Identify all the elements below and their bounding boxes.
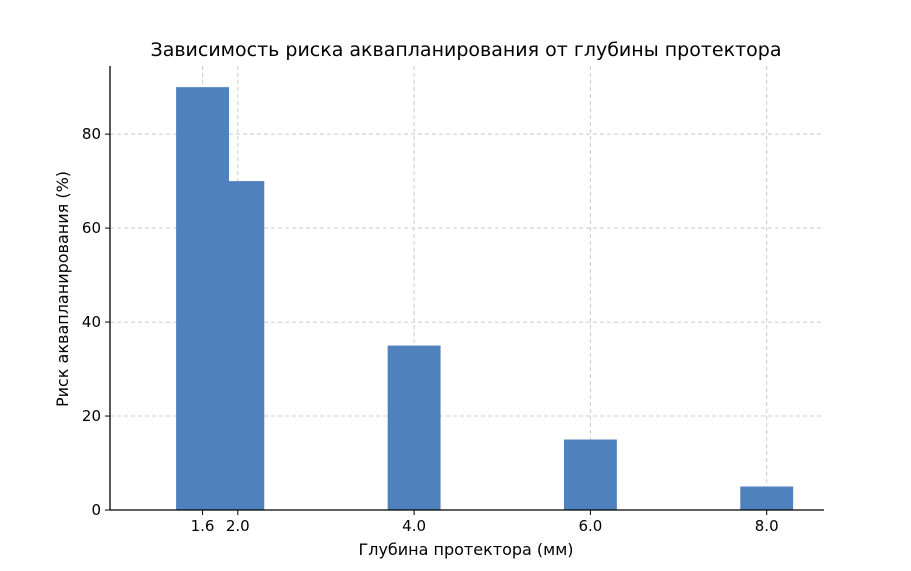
x-tick-label: 1.6 [191, 517, 215, 535]
bar [740, 486, 794, 510]
axes [105, 66, 824, 515]
x-tick-label: 2.0 [226, 517, 250, 535]
bar [387, 345, 441, 510]
y-axis-label: Риск аквапланирования (%) [53, 171, 72, 407]
bar [211, 181, 265, 510]
bars [176, 87, 794, 511]
x-tick-label: 8.0 [755, 517, 779, 535]
y-tick-label: 40 [82, 313, 101, 331]
x-tick-label: 4.0 [402, 517, 426, 535]
y-tick-label: 60 [82, 219, 101, 237]
y-tick-label: 0 [91, 501, 101, 519]
y-tick-label: 80 [82, 125, 101, 143]
tick-labels: 0 20 40 60 80 1.6 2.0 4.0 6.0 8.0 [82, 125, 779, 535]
x-axis-label: Глубина протектора (мм) [358, 540, 573, 559]
y-tick-label: 20 [82, 407, 101, 425]
chart-title: Зависимость риска аквапланирования от гл… [151, 39, 782, 61]
x-tick-label: 6.0 [578, 517, 602, 535]
bar [563, 439, 617, 510]
